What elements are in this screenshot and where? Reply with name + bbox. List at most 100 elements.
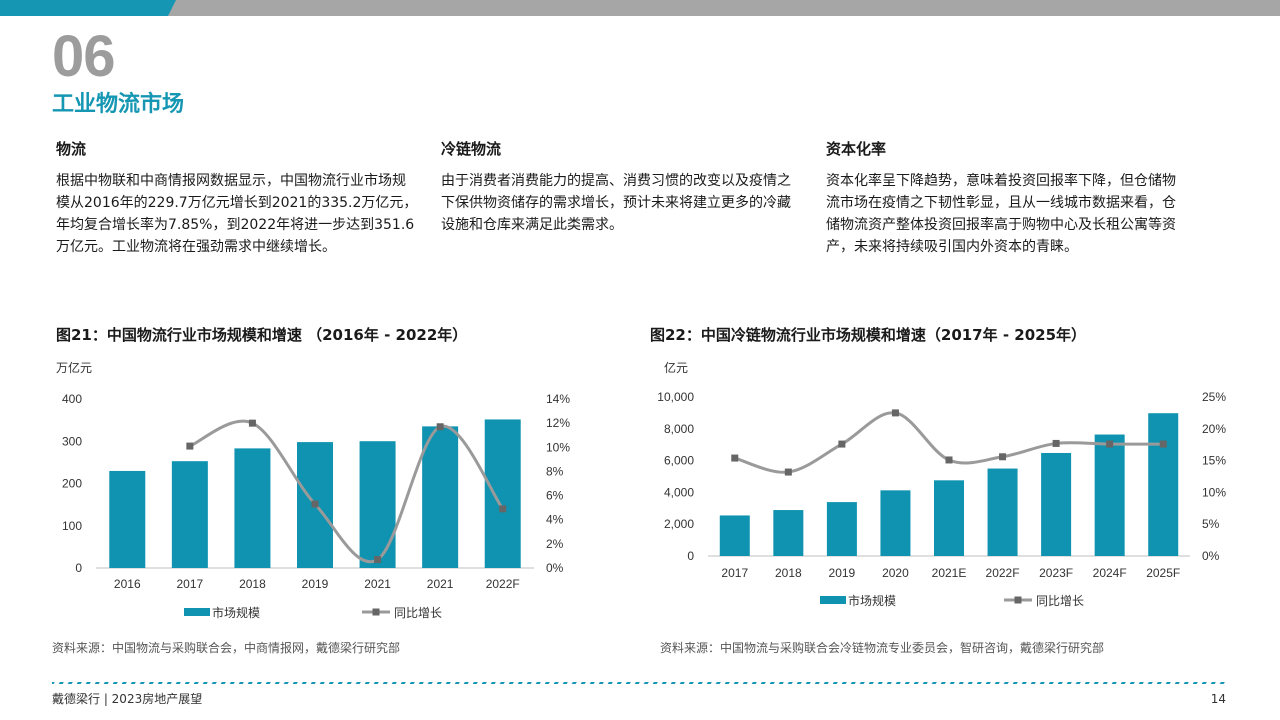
column-body: 由于消费者消费能力的提高、消费习惯的改变以及疫情之下保供物资储存的需求增长，预计… <box>441 173 791 233</box>
y-tick-label: 0 <box>687 549 694 563</box>
chart-unit-21: 万亿元 <box>56 361 93 375</box>
y2-tick-label: 5% <box>1202 517 1220 531</box>
y2-tick-label: 4% <box>546 513 564 527</box>
growth-point <box>436 423 444 431</box>
growth-point <box>999 453 1007 461</box>
growth-point <box>499 505 507 513</box>
growth-point <box>838 440 846 448</box>
section-title: 工业物流市场 <box>52 92 185 117</box>
bar-mark <box>109 470 146 568</box>
bar-mark <box>422 426 459 568</box>
chart-source-21: 资料来源：中国物流与采购联合会，中商情报网，戴德梁行研究部 <box>52 641 401 655</box>
y-tick-label: 6,000 <box>664 454 694 468</box>
bar-mark <box>826 502 857 556</box>
x-tick-label: 2021 <box>427 577 454 591</box>
legend-bar-swatch <box>184 608 210 616</box>
top-banner <box>0 0 1280 16</box>
y2-tick-label: 0% <box>546 561 564 575</box>
text-column-logistics: 物流 根据中物联和中商情报网数据显示，中国物流行业市场规模从2016年的229.… <box>56 138 418 258</box>
y2-tick-label: 8% <box>546 464 564 478</box>
column-body: 根据中物联和中商情报网数据显示，中国物流行业市场规模从2016年的229.7万亿… <box>56 173 418 255</box>
y-tick-label: 200 <box>62 477 82 491</box>
x-tick-label: 2016 <box>114 577 141 591</box>
y-tick-label: 400 <box>62 392 82 406</box>
x-tick-label: 2018 <box>239 577 266 591</box>
growth-point <box>186 442 194 450</box>
bar-mark <box>359 441 396 568</box>
y2-tick-label: 10% <box>1202 485 1226 499</box>
footer-divider <box>49 671 1230 684</box>
growth-point <box>784 468 792 476</box>
y2-tick-label: 20% <box>1202 422 1226 436</box>
legend-line-label: 同比增长 <box>394 606 442 620</box>
y-tick-label: 300 <box>62 434 82 448</box>
column-heading: 冷链物流 <box>441 140 502 158</box>
bar-mark <box>934 480 964 556</box>
bar-mark <box>234 448 271 568</box>
x-tick-label: 2022F <box>486 577 520 591</box>
column-heading: 物流 <box>56 140 87 158</box>
y-tick-label: 0 <box>75 561 82 575</box>
y-tick-label: 10,000 <box>657 390 694 404</box>
x-tick-label: 2024F <box>1093 566 1127 580</box>
x-tick-label: 2019 <box>829 566 856 580</box>
y-tick-label: 4,000 <box>664 485 694 499</box>
chart-unit-22: 亿元 <box>664 361 689 375</box>
y2-tick-label: 12% <box>546 416 570 430</box>
footer-brand: 戴德梁行 | 2023房地产展望 <box>52 692 203 706</box>
x-tick-label: 2017 <box>721 566 748 580</box>
bar-mark <box>1094 434 1125 556</box>
legend-line-marker <box>1014 596 1022 604</box>
y2-tick-label: 0% <box>1202 549 1220 563</box>
text-column-cap-rate: 资本化率 资本化率呈下降趋势，意味着投资回报率下降，但仓储物流市场在疫情之下韧性… <box>826 138 1188 258</box>
legend-bar-label: 市场规模 <box>212 605 260 620</box>
growth-point <box>945 456 953 464</box>
section-number: 06 <box>52 24 116 89</box>
bar-mark <box>987 468 1018 556</box>
growth-point <box>374 556 382 564</box>
legend-line-label: 同比增长 <box>1036 594 1084 608</box>
legend-line-marker <box>372 608 380 616</box>
x-tick-label: 2018 <box>775 566 802 580</box>
x-tick-label: 2022F <box>986 566 1020 580</box>
bar-mark <box>773 510 804 556</box>
growth-point <box>1052 439 1060 447</box>
growth-point <box>248 419 256 427</box>
bar-mark <box>719 515 750 556</box>
y-tick-label: 8,000 <box>664 422 694 436</box>
growth-point <box>731 454 739 462</box>
x-tick-label: 2019 <box>302 577 329 591</box>
legend-bar-swatch <box>820 596 846 604</box>
y2-tick-label: 10% <box>546 440 570 454</box>
growth-point <box>891 409 899 417</box>
growth-point <box>311 500 319 508</box>
bar-mark <box>880 490 911 556</box>
y2-tick-label: 2% <box>546 537 564 551</box>
y-tick-label: 2,000 <box>664 517 694 531</box>
chart-title-22: 图22：中国冷链物流行业市场规模和增速（2017年 - 2025年） <box>650 326 1087 344</box>
x-tick-label: 2020 <box>882 566 909 580</box>
chart-source-22: 资料来源：中国物流与采购联合会冷链物流专业委员会，智研咨询，戴德梁行研究部 <box>660 641 1105 655</box>
y2-tick-label: 25% <box>1202 390 1226 404</box>
bar-mark <box>1041 452 1072 556</box>
legend-bar-label: 市场规模 <box>848 593 896 608</box>
column-body: 资本化率呈下降趋势，意味着投资回报率下降，但仓储物流市场在疫情之下韧性彰显，且从… <box>826 173 1176 255</box>
y2-tick-label: 15% <box>1202 454 1226 468</box>
x-tick-label: 2025F <box>1146 566 1180 580</box>
x-tick-label: 2023F <box>1039 566 1073 580</box>
page-number: 14 <box>1210 692 1226 706</box>
growth-point <box>1106 440 1114 448</box>
growth-point <box>1159 440 1167 448</box>
text-column-cold-chain: 冷链物流 由于消费者消费能力的提高、消费习惯的改变以及疫情之下保供物资储存的需求… <box>441 138 803 236</box>
x-tick-label: 2021E <box>932 566 967 580</box>
chart-title-21: 图21：中国物流行业市场规模和增速 （2016年 - 2022年） <box>56 326 468 344</box>
y-tick-label: 100 <box>62 519 82 533</box>
column-heading: 资本化率 <box>826 140 887 158</box>
bar-mark <box>171 461 208 568</box>
x-tick-label: 2021 <box>364 577 391 591</box>
bar-mark <box>484 419 521 568</box>
bar-mark <box>1148 413 1179 556</box>
y2-tick-label: 14% <box>546 392 570 406</box>
x-tick-label: 2017 <box>177 577 204 591</box>
y2-tick-label: 6% <box>546 489 564 503</box>
